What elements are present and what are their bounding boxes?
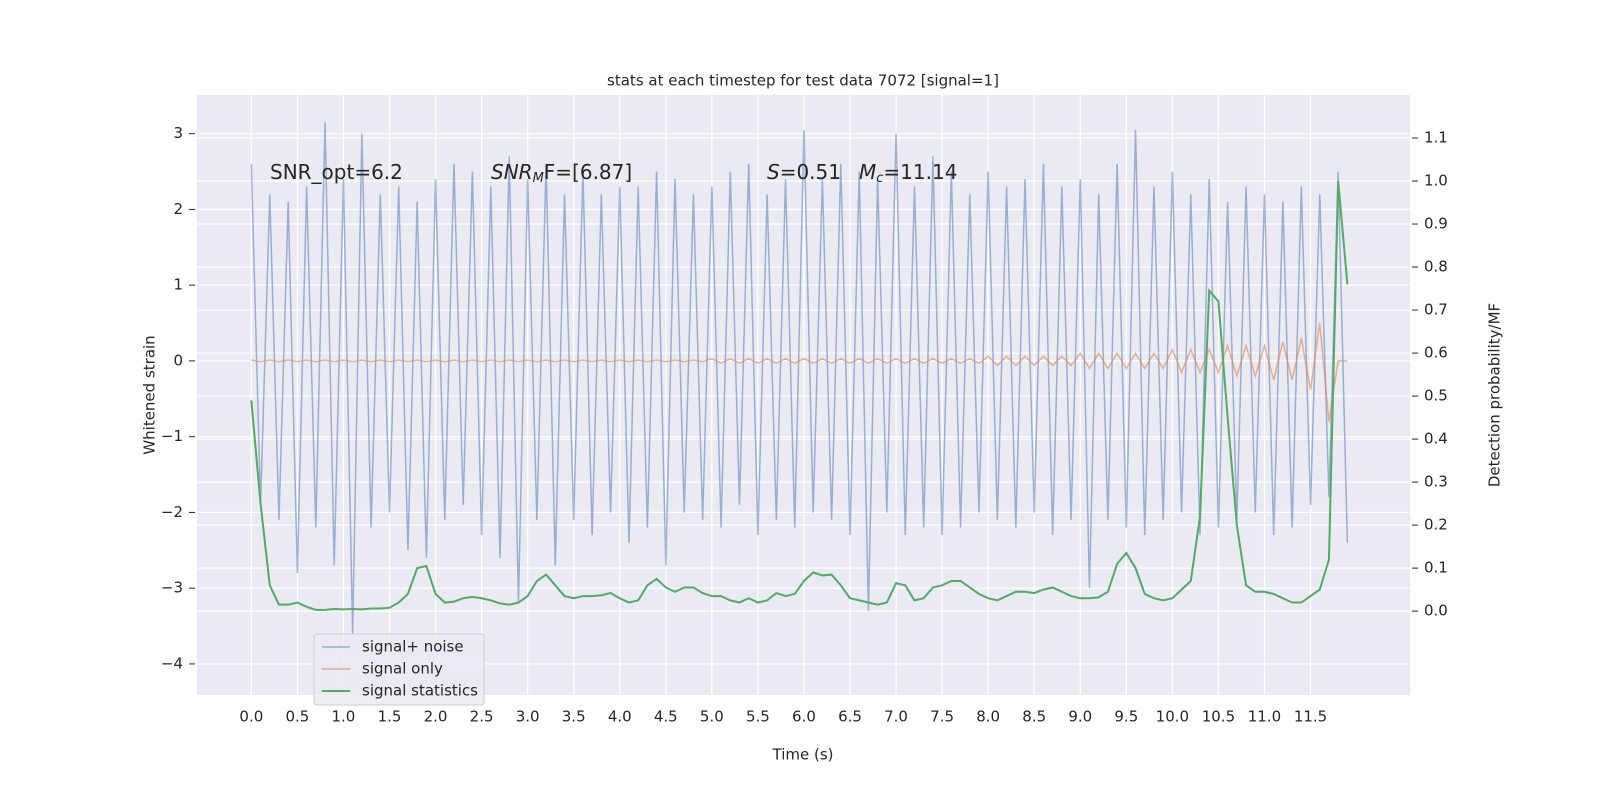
x-tick-label: 5.0: [700, 708, 724, 726]
annotation: SNRMF=[6.87]: [491, 160, 632, 186]
x-tick-label: 7.5: [930, 708, 954, 726]
series-line: [251, 322, 1348, 422]
annotation-part: S: [767, 160, 780, 184]
y2-axis-label: Detection probability/MF: [1486, 303, 1504, 487]
y2-tick-label: 1.0: [1424, 172, 1448, 190]
y2-tick-label: 0.3: [1424, 473, 1448, 491]
y2-tick-label: 0.1: [1424, 559, 1448, 577]
y2-tick-label: 0.5: [1424, 387, 1448, 405]
x-tick-label: 6.0: [792, 708, 816, 726]
annotation-part: =0.51: [780, 160, 841, 184]
annotation-part: SNR: [491, 160, 533, 184]
x-tick-label: 4.5: [654, 708, 678, 726]
annotation-part: M: [533, 171, 544, 186]
y-tick-label: 0: [173, 351, 183, 369]
annotation-part: F=[6.87]: [544, 160, 632, 184]
x-tick-label: 8.5: [1022, 708, 1046, 726]
annotation-part: SNR_opt=6.2: [270, 160, 403, 184]
annotation: SNR_opt=6.2: [270, 160, 403, 184]
annotation-part: M: [859, 160, 876, 184]
y-tick-label: −3: [161, 579, 183, 597]
x-tick-label: 10.0: [1156, 708, 1189, 726]
y2-tick-label: 1.1: [1424, 129, 1448, 147]
y-tick-label: 1: [173, 276, 183, 294]
annotation: Mc=11.14: [859, 160, 957, 186]
x-tick-label: 2.0: [424, 708, 448, 726]
x-axis-label: Time (s): [772, 746, 834, 764]
y-axis-label: Whitened strain: [141, 335, 159, 454]
x-tick-label: 0.5: [285, 708, 309, 726]
x-tick-label: 3.0: [516, 708, 540, 726]
x-tick-label: 3.5: [562, 708, 586, 726]
y-tick-label: −2: [161, 503, 183, 521]
labels: 0.0 0.5 1.0 1.5 2.0 2.5 3.0 3.5 4.0 4.5 5.0 5.5 6.0 6…: [161, 124, 1448, 725]
x-tick-label: 11.5: [1294, 708, 1327, 726]
x-tick-label: 0.0: [239, 708, 263, 726]
legend-label: signal+ noise: [362, 638, 464, 656]
x-tick-label: 1.0: [332, 708, 356, 726]
legend-box: [313, 633, 485, 706]
x-tick-label: 8.0: [976, 708, 1000, 726]
y2-tick-label: 0.4: [1424, 430, 1448, 448]
x-tick-label: 9.5: [1114, 708, 1138, 726]
y2-tick-label: 0.6: [1424, 344, 1448, 362]
legend-label: signal statistics: [362, 682, 478, 700]
series-line: [250, 122, 1349, 634]
x-tick-label: 6.5: [838, 708, 862, 726]
series-line: [250, 180, 1349, 611]
x-tick-label: 4.0: [608, 708, 632, 726]
legend-label: signal only: [362, 660, 443, 678]
y2-tick-label: 0.2: [1424, 516, 1448, 534]
x-tick-label: 9.0: [1068, 708, 1092, 726]
y2-tick-label: 0.7: [1424, 301, 1448, 319]
x-tick-label: 5.5: [746, 708, 770, 726]
x-tick-label: 7.0: [884, 708, 908, 726]
x-tick-label: 11.0: [1248, 708, 1281, 726]
y-tick-label: −1: [161, 427, 183, 445]
series-layer: [250, 122, 1349, 634]
chart-title: stats at each timestep for test data 707…: [607, 72, 999, 90]
annotation-part: c: [876, 171, 883, 186]
y2-tick-label: 0.9: [1424, 215, 1448, 233]
annotation: S=0.51: [767, 160, 841, 184]
x-tick-label: 1.5: [378, 708, 402, 726]
y-tick-label: 2: [173, 200, 183, 218]
legend: signal+ noise signal only signal statistic…: [313, 633, 485, 706]
y2-tick-label: 0.0: [1424, 602, 1448, 620]
y-tick-label: −4: [161, 654, 183, 672]
x-tick-label: 10.5: [1202, 708, 1235, 726]
y-tick-label: 3: [173, 124, 183, 142]
x-tick-label: 2.5: [470, 708, 494, 726]
y2-tick-label: 0.8: [1424, 258, 1448, 276]
annotation-part: =11.14: [883, 160, 957, 184]
